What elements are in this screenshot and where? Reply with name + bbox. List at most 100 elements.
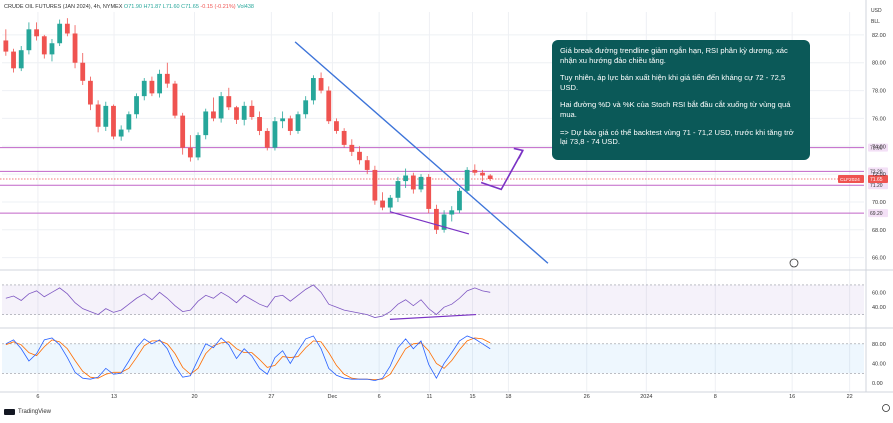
- candle[interactable]: [141, 78, 147, 101]
- settings-icon[interactable]: [789, 258, 799, 268]
- candle-body: [280, 118, 286, 122]
- candle[interactable]: [126, 111, 132, 133]
- candle[interactable]: [211, 97, 216, 122]
- candle[interactable]: [80, 52, 86, 86]
- candle[interactable]: [410, 172, 416, 194]
- candle[interactable]: [441, 210, 447, 233]
- candle[interactable]: [195, 132, 201, 161]
- candle[interactable]: [418, 174, 424, 193]
- candle-body: [380, 200, 385, 208]
- note-paragraph-3: Hai đường %D và %K của Stoch RSI bắt đầu…: [560, 100, 791, 119]
- candle[interactable]: [372, 165, 378, 205]
- candle-body: [49, 43, 55, 55]
- price-tick-label: 68.00: [872, 228, 886, 234]
- candle[interactable]: [226, 87, 232, 111]
- candle[interactable]: [303, 96, 309, 119]
- candle[interactable]: [57, 19, 63, 47]
- candle[interactable]: [41, 34, 47, 59]
- candle-body: [3, 40, 9, 52]
- candle[interactable]: [387, 194, 393, 212]
- candle[interactable]: [480, 169, 485, 182]
- candle[interactable]: [364, 156, 370, 175]
- candle-body: [172, 83, 178, 116]
- candle[interactable]: [334, 118, 339, 134]
- candle[interactable]: [257, 111, 262, 136]
- candle[interactable]: [457, 188, 462, 214]
- level-label: 72.20: [870, 169, 883, 175]
- candle[interactable]: [157, 69, 163, 98]
- tradingview-logo[interactable]: TradingView: [4, 409, 51, 415]
- candle[interactable]: [234, 105, 239, 124]
- candle[interactable]: [380, 192, 385, 211]
- candle[interactable]: [164, 62, 170, 88]
- candle-body: [334, 121, 339, 131]
- candle[interactable]: [395, 176, 401, 202]
- candle[interactable]: [280, 111, 286, 129]
- candle-body: [410, 175, 416, 190]
- price-tick-label: 82.00: [872, 33, 886, 39]
- candle-body: [257, 117, 262, 131]
- candle[interactable]: [295, 111, 301, 134]
- candle[interactable]: [64, 18, 70, 37]
- candle[interactable]: [180, 112, 186, 155]
- candle[interactable]: [18, 46, 24, 72]
- scale-mode-label[interactable]: BLL: [871, 19, 880, 25]
- note-paragraph-2: Tuy nhiên, áp lực bán xuất hiện khi giá …: [560, 73, 786, 92]
- candle[interactable]: [357, 146, 362, 165]
- candle[interactable]: [34, 22, 39, 41]
- candle[interactable]: [326, 86, 332, 124]
- candle[interactable]: [241, 101, 247, 126]
- candle[interactable]: [49, 39, 55, 62]
- rsi-band: [2, 284, 864, 315]
- candle[interactable]: [318, 72, 324, 94]
- stoch-k-line[interactable]: [5, 335, 491, 382]
- candle[interactable]: [172, 80, 178, 119]
- candle-body: [72, 33, 78, 63]
- candle[interactable]: [118, 125, 124, 141]
- descending-trendline[interactable]: [294, 41, 549, 264]
- candle[interactable]: [187, 135, 193, 162]
- candle[interactable]: [472, 164, 478, 176]
- analysis-note[interactable]: Giá break đường trendline giảm ngắn hạn,…: [552, 40, 810, 160]
- candle[interactable]: [464, 167, 470, 194]
- candle[interactable]: [218, 91, 224, 123]
- forecast-arrow[interactable]: [480, 150, 524, 191]
- rsi-divergence-line[interactable]: [389, 313, 477, 321]
- candle-body: [480, 172, 485, 176]
- currency-label[interactable]: USD: [871, 8, 882, 14]
- x-tick-label: 6: [36, 394, 39, 400]
- candle[interactable]: [203, 108, 209, 140]
- candle[interactable]: [487, 174, 493, 182]
- candle[interactable]: [287, 115, 293, 136]
- symbol-name[interactable]: CRUDE OIL FUTURES (JAN 2024), 4h, NYMEX: [4, 4, 123, 10]
- candle[interactable]: [433, 204, 439, 234]
- candle[interactable]: [341, 128, 347, 148]
- rsi-line[interactable]: [5, 284, 491, 318]
- candle[interactable]: [264, 128, 270, 151]
- level-label: 73.90: [870, 146, 883, 152]
- candle[interactable]: [426, 174, 432, 214]
- candle[interactable]: [103, 101, 109, 131]
- candle[interactable]: [310, 75, 316, 105]
- candle[interactable]: [88, 76, 93, 111]
- x-tick-label: 6: [378, 394, 381, 400]
- candle[interactable]: [26, 22, 32, 55]
- price-divergence-line[interactable]: [389, 211, 470, 235]
- candle[interactable]: [111, 104, 116, 140]
- candle[interactable]: [72, 25, 78, 69]
- gear-icon[interactable]: [882, 404, 890, 412]
- candle-body: [26, 29, 32, 51]
- candle[interactable]: [449, 206, 455, 222]
- candle[interactable]: [403, 168, 409, 189]
- candle[interactable]: [3, 29, 9, 56]
- candle[interactable]: [95, 100, 101, 133]
- candle[interactable]: [11, 48, 16, 73]
- candle-body: [180, 115, 186, 148]
- candle[interactable]: [149, 76, 155, 97]
- candle[interactable]: [349, 139, 355, 157]
- candle[interactable]: [134, 93, 139, 119]
- candle[interactable]: [249, 100, 255, 120]
- candle[interactable]: [272, 117, 278, 151]
- price-tick-label: 72.00: [872, 172, 886, 178]
